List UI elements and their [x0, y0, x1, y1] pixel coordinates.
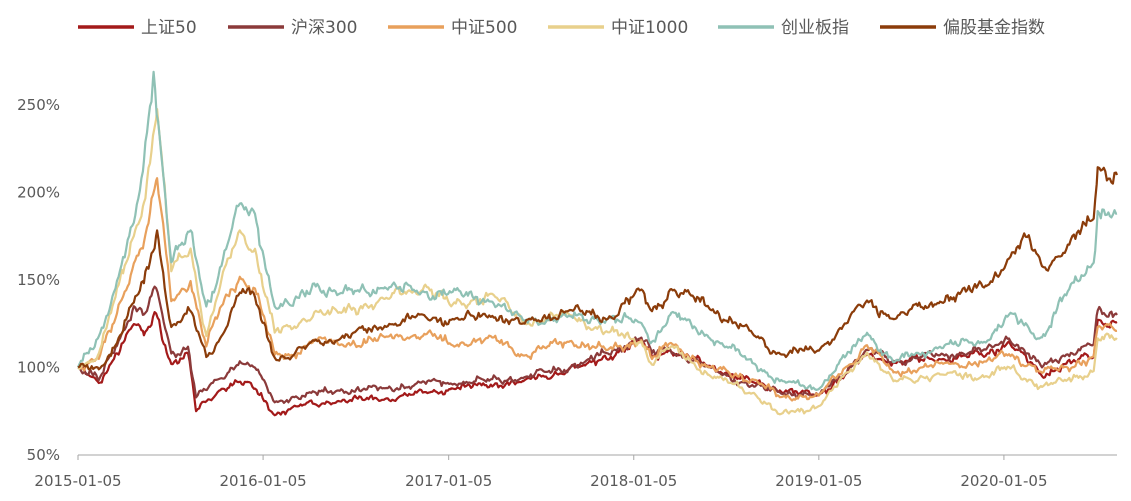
series-line	[77, 285, 1118, 404]
y-tick-label: 150%	[17, 271, 60, 289]
series-line	[77, 166, 1119, 371]
series-group	[76, 70, 1119, 417]
legend-label: 创业板指	[781, 18, 849, 38]
x-tick-label: 2016-01-05	[219, 472, 306, 490]
legend-label: 偏股基金指数	[943, 18, 1045, 38]
x-tick-label: 2020-01-05	[960, 472, 1047, 490]
series-line	[77, 311, 1118, 417]
legend-label: 沪深300	[291, 18, 357, 38]
y-tick-label: 250%	[17, 96, 60, 114]
legend-label: 上证50	[141, 18, 197, 38]
legend: 上证50 沪深300 中证500 中证1000 创业板指 偏股基金指数	[78, 18, 1045, 38]
x-axis: 2015-01-05 2016-01-05 2017-01-05 2018-01-05…	[34, 454, 1117, 490]
legend-label: 中证500	[451, 18, 517, 38]
x-tick-label: 2017-01-05	[405, 472, 492, 490]
x-tick-label: 2019-01-05	[775, 472, 862, 490]
x-tick-label: 2015-01-05	[34, 472, 121, 490]
series-line	[77, 177, 1118, 402]
y-axis: 50% 100% 150% 200% 250%	[17, 96, 60, 464]
y-tick-label: 50%	[27, 446, 60, 464]
y-tick-label: 200%	[17, 184, 60, 202]
y-tick-label: 100%	[17, 359, 60, 377]
series-line	[77, 107, 1118, 416]
legend-label: 中证1000	[611, 18, 688, 38]
x-tick-label: 2018-01-05	[590, 472, 677, 490]
series-line	[76, 70, 1118, 391]
